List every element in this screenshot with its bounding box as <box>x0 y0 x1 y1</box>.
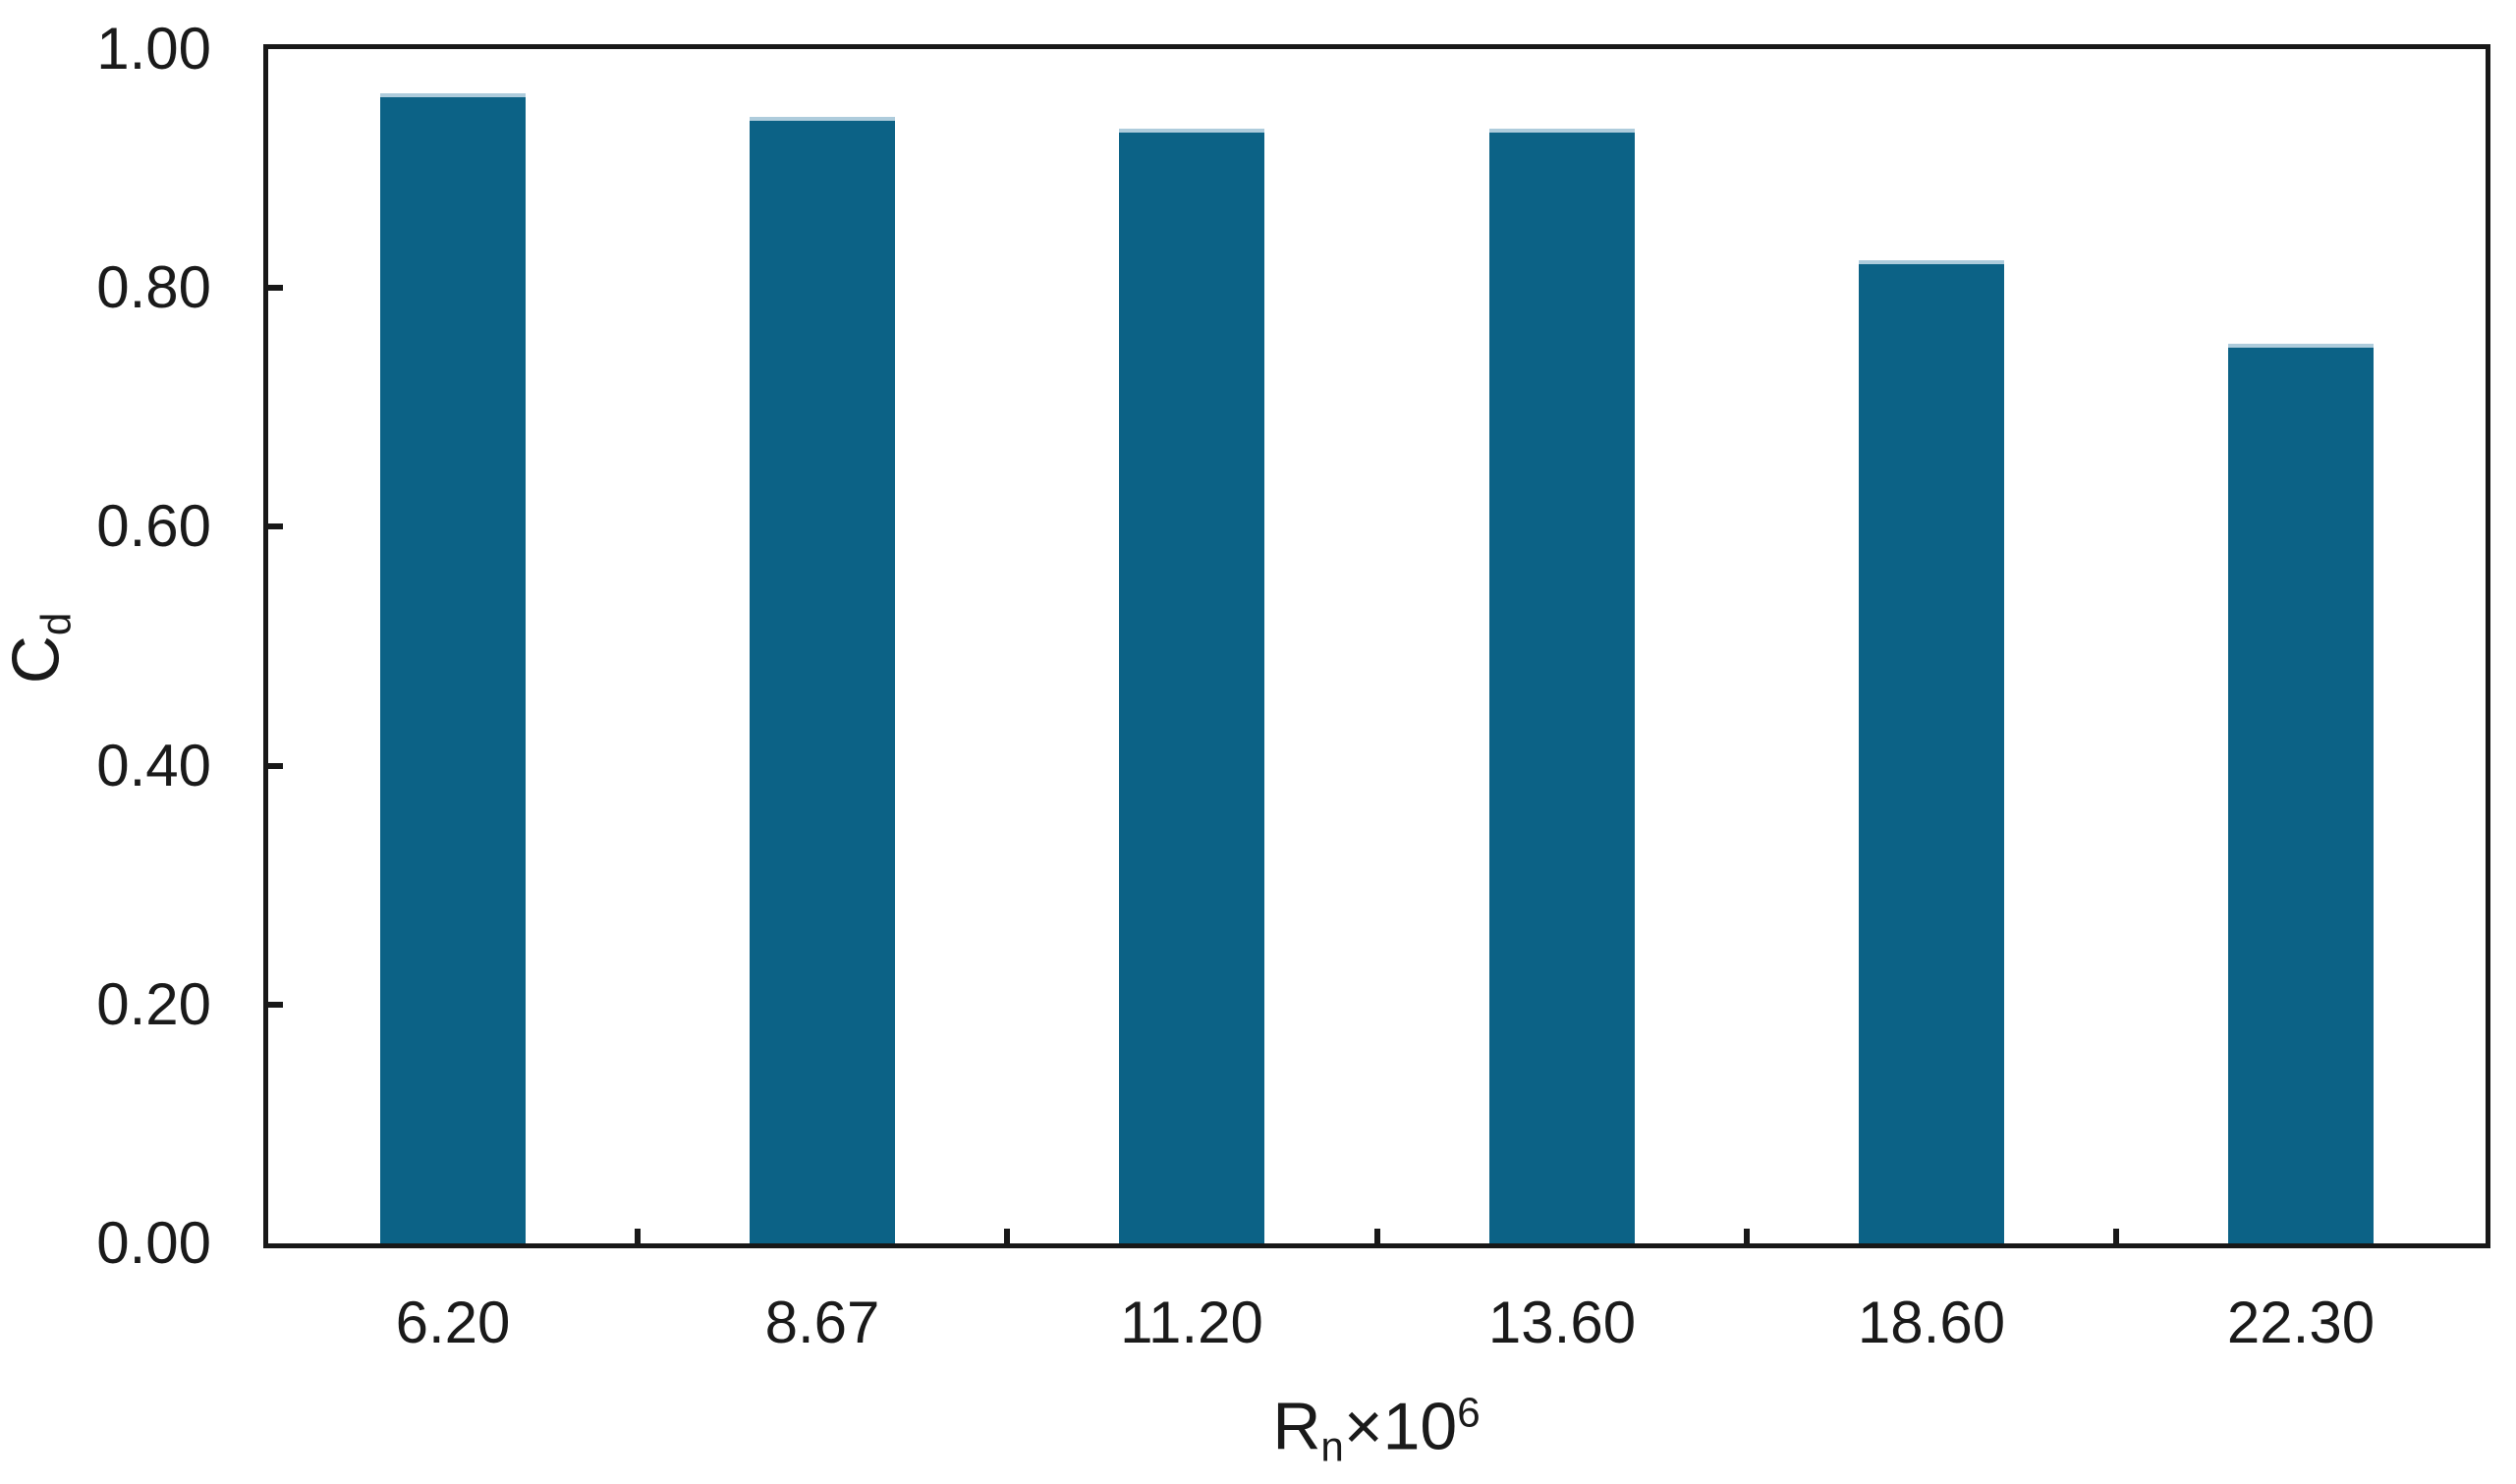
y-axis-title-subscript: d <box>32 612 80 636</box>
y-axis-tick <box>268 1002 283 1008</box>
y-tick-label-0.80: 0.80 <box>96 254 211 320</box>
y-axis-tick <box>268 763 283 769</box>
y-tick-label-0.00: 0.00 <box>96 1210 211 1276</box>
x-axis-tick <box>1744 1229 1750 1243</box>
x-axis-title-superscript: 6 <box>1457 1389 1481 1436</box>
x-tick-label-8.67: 8.67 <box>764 1290 880 1355</box>
y-axis-tick <box>268 523 283 529</box>
x-axis-title-base: R <box>1272 1389 1321 1464</box>
x-axis-tick <box>1004 1229 1010 1243</box>
x-axis-title-subscript: n <box>1320 1423 1344 1470</box>
x-axis-title-mid: ×10 <box>1343 1389 1458 1464</box>
bar-13.60 <box>1489 133 1635 1243</box>
y-tick-label-0.40: 0.40 <box>96 733 211 798</box>
x-tick-label-11.20: 11.20 <box>1120 1290 1263 1355</box>
bar-6.20 <box>380 97 526 1243</box>
y-tick-label-1.00: 1.00 <box>96 16 211 82</box>
x-tick-label-13.60: 13.60 <box>1487 1290 1637 1355</box>
x-axis-tick <box>2113 1229 2119 1243</box>
y-tick-label-0.60: 0.60 <box>96 493 211 559</box>
plot-area <box>263 44 2490 1248</box>
x-axis-tick <box>1374 1229 1380 1243</box>
y-tick-label-0.20: 0.20 <box>96 971 211 1037</box>
bar-22.30 <box>2228 348 2374 1243</box>
x-axis-title: Rn×106 <box>1272 1380 1480 1481</box>
bar-18.60 <box>1859 264 2004 1243</box>
y-axis-title-base: C <box>0 635 74 685</box>
bar-8.67 <box>750 121 895 1243</box>
x-tick-label-18.60: 18.60 <box>1857 1290 2006 1355</box>
x-axis-tick <box>635 1229 641 1243</box>
x-tick-label-22.30: 22.30 <box>2226 1290 2376 1355</box>
x-tick-label-6.20: 6.20 <box>395 1290 511 1355</box>
y-axis-title: Cd <box>0 612 90 685</box>
y-axis-tick <box>268 285 283 291</box>
bar-11.20 <box>1119 133 1264 1243</box>
